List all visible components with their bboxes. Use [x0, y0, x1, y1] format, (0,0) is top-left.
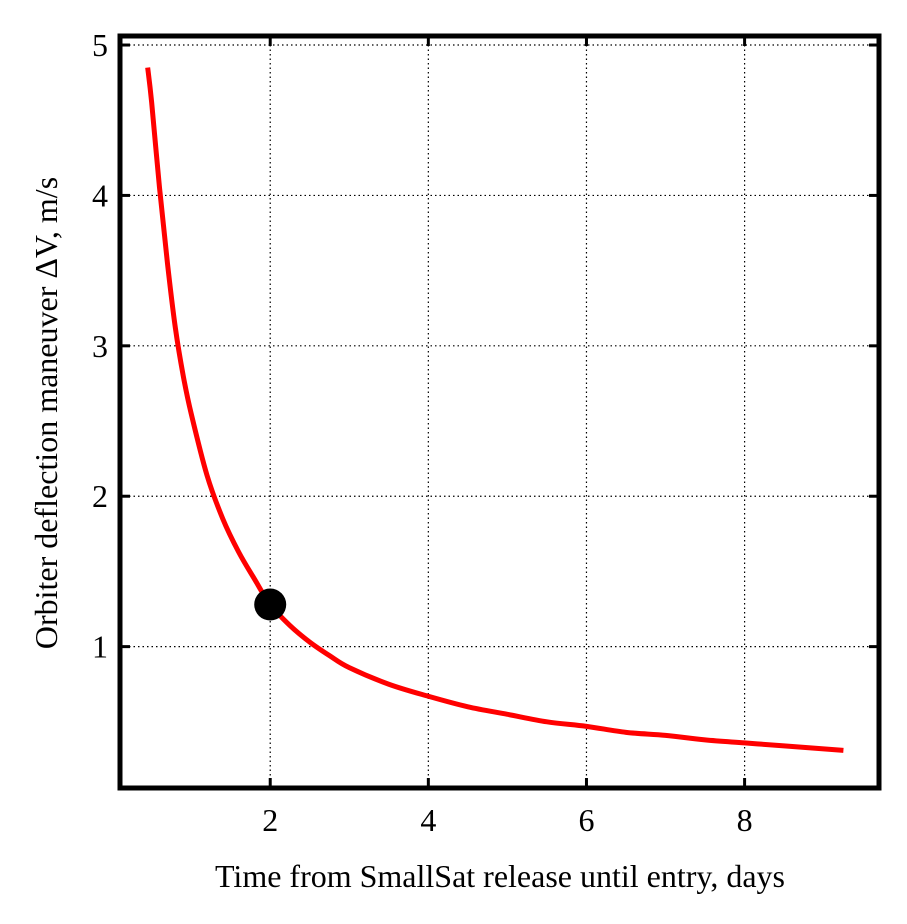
grid [120, 36, 879, 788]
plot-frame [117, 33, 882, 791]
selected-point-marker [254, 588, 287, 621]
deltav-curve-0 [145, 67, 844, 753]
series-layer [145, 67, 844, 753]
y-tick-label-3: 3 [92, 328, 108, 364]
x-tick-label-8: 8 [737, 802, 753, 838]
y-tick-label-5: 5 [92, 27, 108, 63]
y-tick-label-1: 1 [92, 629, 108, 665]
x-axis-label: Time from SmallSat release until entry, … [215, 858, 785, 894]
x-tick-label-4: 4 [420, 802, 436, 838]
x-tick-label-6: 6 [578, 802, 594, 838]
x-tick-labels: 2 4 6 8 [262, 802, 752, 838]
y-axis-label: Orbiter deflection maneuver ΔV, m/s [28, 177, 64, 649]
y-tick-label-2: 2 [92, 478, 108, 514]
marker-layer [254, 588, 287, 621]
ticks [120, 36, 879, 788]
y-tick-label-4: 4 [92, 177, 108, 213]
x-tick-label-2: 2 [262, 802, 278, 838]
y-tick-labels: 1 2 3 4 5 [92, 27, 108, 665]
